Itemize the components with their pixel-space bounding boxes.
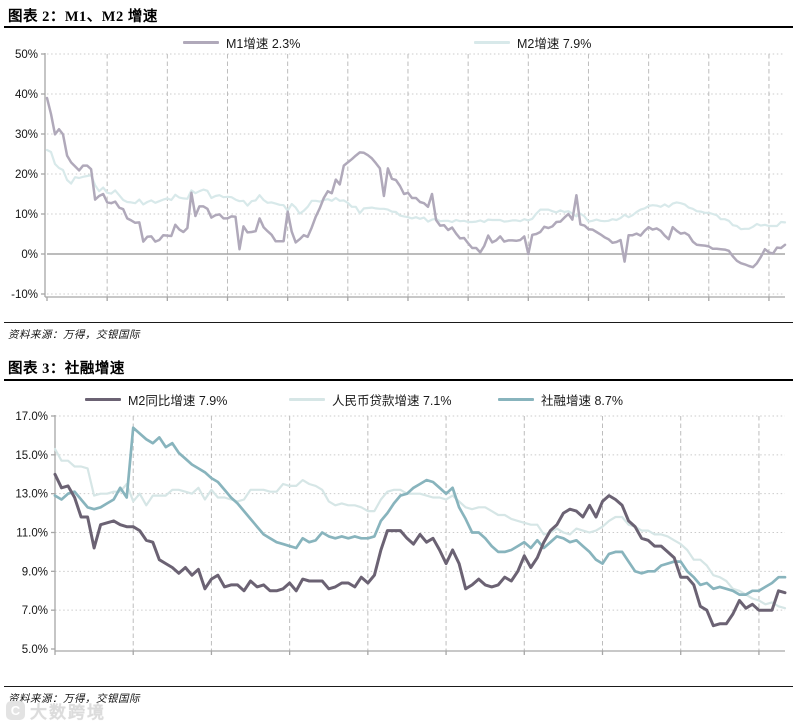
svg-text:40%: 40% [15, 89, 38, 101]
svg-text:7.0%: 7.0% [22, 605, 48, 617]
rmb-loans-line-swatch [289, 397, 325, 401]
svg-text:50%: 50% [15, 49, 38, 61]
svg-text:10%: 10% [15, 209, 38, 221]
figure3-title-rule [4, 379, 793, 381]
legend-rmb-loans: 人民币贷款增速 7.1% [289, 392, 452, 408]
figure2-title: 图表 2：M1、M2 增速 [8, 9, 158, 25]
figure3-title: 图表 3：社融增速 [8, 361, 125, 377]
figure2-separator [4, 322, 793, 323]
m1-legend-label: M1增速 2.3% [226, 36, 301, 51]
m2-legend-label: M2增速 7.9% [517, 36, 592, 51]
svg-text:13.0%: 13.0% [15, 489, 48, 501]
legend-social-financing: 社融增速 8.7% [498, 392, 623, 408]
figure3-source: 资料来源：万得，交银国际 [8, 694, 140, 705]
rmb-loans-legend-label: 人民币贷款增速 7.1% [332, 393, 452, 408]
figure2-title-rule [4, 26, 793, 28]
legend-m1: M1增速 2.3% [183, 35, 301, 51]
svg-text:20%: 20% [15, 169, 38, 181]
m2-yoy-legend-label: M2同比增速 7.9% [128, 393, 228, 408]
watermark-logo-icon: C [6, 701, 25, 720]
watermark: C 大数跨境 [6, 698, 106, 722]
legend-m2-yoy: M2同比增速 7.9% [85, 392, 228, 408]
social-financing-line-swatch [498, 397, 534, 401]
legend-m2: M2增速 7.9% [474, 35, 592, 51]
svg-text:9.0%: 9.0% [22, 566, 48, 578]
svg-text:0%: 0% [21, 249, 38, 261]
figure3-separator [4, 686, 793, 687]
svg-text:11.0%: 11.0% [16, 528, 48, 540]
svg-text:5.0%: 5.0% [22, 644, 48, 656]
svg-text:15.0%: 15.0% [15, 450, 48, 462]
social-financing-legend-label: 社融增速 8.7% [541, 393, 623, 408]
svg-text:17.0%: 17.0% [15, 411, 48, 423]
figure2-source: 资料来源：万得，交银国际 [8, 330, 140, 341]
chart-0: 50% 40% 30% 20% 10% 0% -10% [11, 49, 787, 301]
chart-1: 17.0% 15.0% 13.0% 11.0% 9.0% 7.0% 5.0% [15, 411, 787, 656]
m1-line-swatch [183, 40, 219, 44]
svg-text:-10%: -10% [11, 289, 38, 301]
m2-line-swatch [474, 40, 510, 44]
m2-yoy-line-swatch [85, 397, 121, 401]
svg-text:30%: 30% [15, 129, 38, 141]
watermark-text: 大数跨境 [30, 703, 106, 722]
